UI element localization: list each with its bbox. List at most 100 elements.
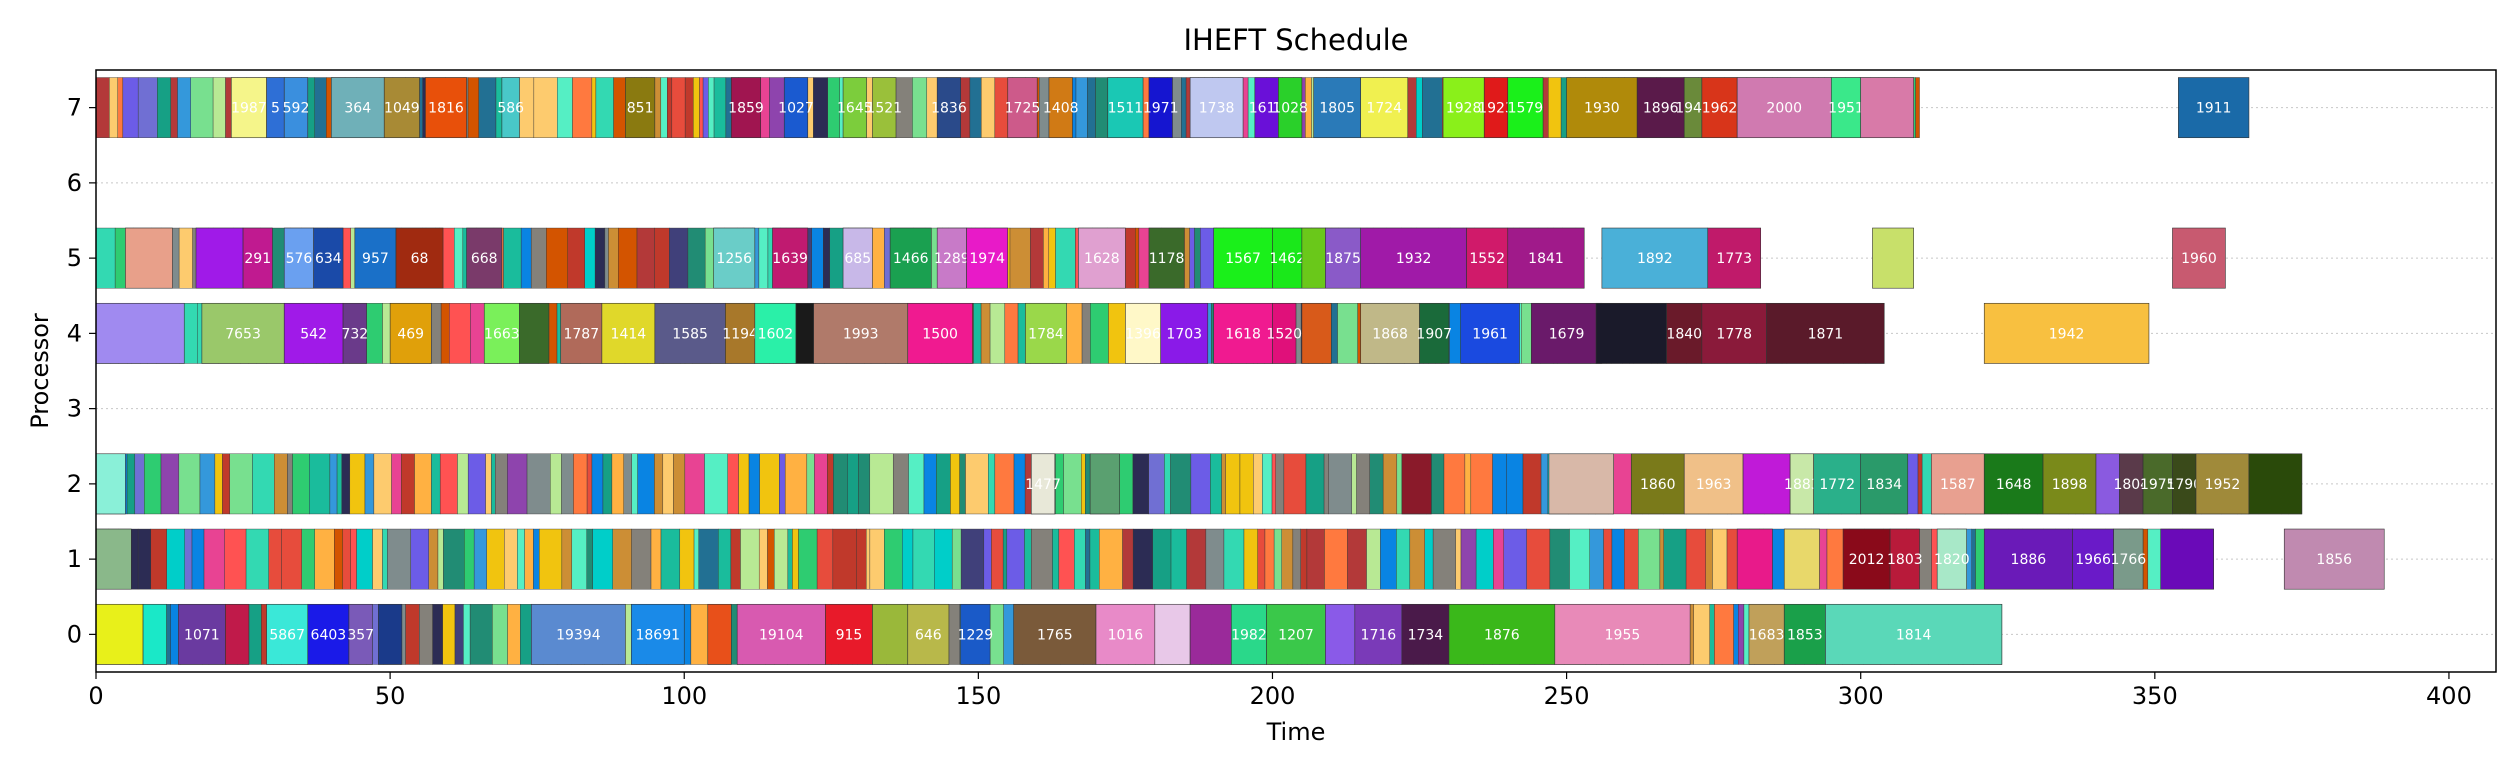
task-bar-dense — [679, 528, 695, 590]
task-bar-dense — [994, 453, 1015, 515]
task-bar-dense — [428, 528, 439, 590]
task-bar — [225, 603, 250, 665]
task-bar-dense — [473, 528, 487, 590]
task-bar — [1548, 453, 1614, 515]
task-bar-dense — [631, 528, 652, 590]
task-bar — [142, 603, 167, 665]
x-tick-label: 100 — [661, 682, 707, 710]
task-bar-dense — [1569, 528, 1590, 590]
task-label: 1868 — [1372, 326, 1408, 342]
task-bar-dense — [1210, 453, 1222, 515]
task-bar-dense — [798, 528, 818, 590]
task-bar — [1360, 227, 1467, 289]
task-bar-dense — [557, 77, 573, 138]
task-bar — [354, 227, 397, 289]
task-label: 685 — [844, 251, 871, 267]
task-bar-dense — [1132, 528, 1153, 590]
task-bar-dense — [229, 453, 253, 515]
task-bar-dense — [178, 453, 201, 515]
task-bar — [1466, 227, 1509, 289]
task-bar-dense — [923, 453, 937, 515]
task-bar-dense — [1253, 453, 1263, 515]
task-bar-dense — [1006, 528, 1025, 590]
task-bar-dense — [847, 453, 859, 515]
task-label: 1462 — [1269, 251, 1305, 267]
task-bar — [625, 77, 656, 139]
task-bar-dense — [1540, 453, 1549, 515]
task-bar-dense — [561, 453, 574, 515]
task-bar — [966, 227, 1009, 289]
task-bar-dense — [530, 227, 547, 289]
x-tick-label: 250 — [1544, 682, 1590, 710]
task-bar-dense — [1548, 77, 1562, 138]
task-bar — [1872, 227, 1914, 289]
task-bar — [1230, 603, 1267, 665]
task-bar-dense — [1300, 528, 1308, 590]
task-bar-dense — [806, 453, 815, 515]
task-label: 1663 — [484, 326, 520, 342]
task-label: 1520 — [1266, 326, 1302, 342]
task-bar-dense — [779, 453, 786, 515]
task-bar — [825, 603, 873, 665]
task-bar-dense — [1611, 528, 1625, 590]
task-bar-dense — [520, 227, 532, 289]
task-bar — [1666, 302, 1703, 364]
task-bar-dense — [1549, 528, 1570, 590]
task-bar — [1360, 77, 1409, 139]
task-bar-dense — [126, 453, 136, 515]
task-bar-dense — [414, 453, 432, 515]
task-bar-dense — [693, 77, 700, 138]
task-bar-dense — [833, 453, 848, 515]
task-bar-dense — [495, 453, 508, 515]
x-tick-label: 0 — [88, 682, 103, 710]
task-bar — [1683, 453, 1744, 515]
task-bar-dense — [1464, 453, 1472, 515]
task-bar-dense — [160, 453, 180, 515]
task-label: 1955 — [1605, 627, 1641, 643]
task-bar-dense — [1396, 528, 1411, 590]
task-bar-dense — [222, 453, 230, 515]
task-bar-dense — [884, 528, 903, 590]
task-bar-dense — [1273, 528, 1282, 590]
task-bar-dense — [356, 528, 373, 590]
task-label: 2000 — [1766, 101, 1802, 117]
task-bar-dense — [973, 303, 982, 364]
task-bar-dense — [602, 453, 613, 515]
task-bar — [342, 302, 367, 364]
task-bar-dense — [1031, 528, 1053, 590]
task-label: 1414 — [611, 326, 647, 342]
task-bar — [872, 77, 897, 139]
task-bar-dense — [214, 453, 223, 515]
task-bar-dense — [1906, 453, 1919, 515]
task-bar-dense — [503, 227, 522, 289]
task-bar-dense — [1663, 528, 1687, 590]
task-bar — [95, 453, 126, 515]
task-bar-dense — [1470, 453, 1493, 515]
task-bar-dense — [533, 528, 540, 590]
task-bar-dense — [636, 227, 655, 289]
task-label: 1804 — [2113, 477, 2149, 493]
task-label: 1500 — [922, 326, 958, 342]
task-bar-dense — [1659, 528, 1664, 590]
task-bar — [560, 302, 603, 364]
task-bar-dense — [1416, 77, 1423, 138]
task-label: 1016 — [1108, 627, 1144, 643]
task-label: 19104 — [759, 627, 804, 643]
task-label: 1886 — [2011, 552, 2047, 568]
task-bar-dense — [405, 604, 420, 665]
task-bar — [1736, 77, 1832, 139]
y-tick-label: 3 — [67, 395, 82, 423]
task-bar-dense — [983, 528, 992, 590]
task-bar-dense — [1337, 303, 1358, 364]
task-bar — [1007, 77, 1038, 139]
task-label: 1790 — [2166, 477, 2202, 493]
task-bar-dense — [539, 528, 563, 590]
task-bar-dense — [517, 528, 525, 590]
y-tick-label: 2 — [67, 470, 82, 498]
task-bar — [201, 302, 285, 364]
task-label: 1853 — [1787, 627, 1823, 643]
task-bar-dense — [684, 453, 705, 515]
task-bar-dense — [550, 453, 562, 515]
task-bar — [772, 227, 809, 289]
task-bar-dense — [463, 604, 471, 665]
